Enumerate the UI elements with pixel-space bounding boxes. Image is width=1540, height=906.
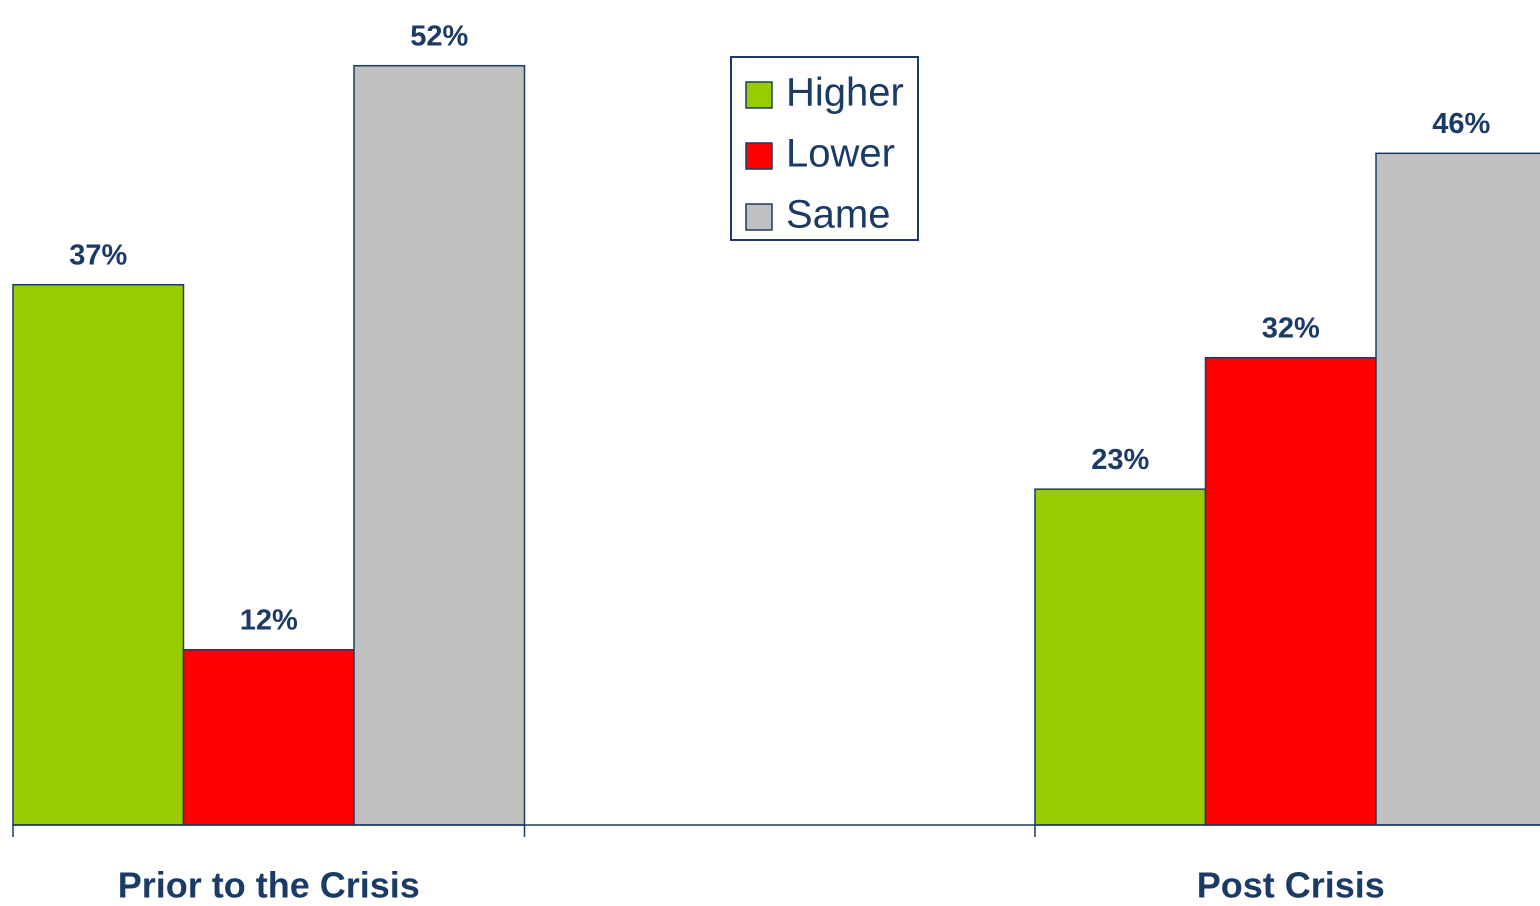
value-label: 23% [1091, 444, 1149, 476]
legend-swatch [745, 81, 773, 109]
value-label: 52% [410, 20, 468, 52]
bar [182, 649, 355, 826]
x-tick-label: Post Crisis [1197, 865, 1385, 906]
value-label: 37% [69, 239, 127, 271]
legend-label: Higher [786, 71, 904, 115]
value-label: 12% [240, 604, 298, 636]
legend-swatch [745, 142, 773, 170]
bar [1034, 488, 1207, 826]
x-tick-label: Prior to the Crisis [118, 865, 420, 906]
legend-swatch [745, 203, 773, 231]
value-label: 32% [1262, 312, 1320, 344]
bar [353, 64, 526, 826]
legend-label: Lower [786, 132, 895, 176]
bar [12, 283, 185, 826]
bar [1204, 356, 1377, 826]
legend-label: Same [786, 193, 891, 237]
value-label: 46% [1432, 108, 1490, 140]
bar [1375, 152, 1540, 826]
